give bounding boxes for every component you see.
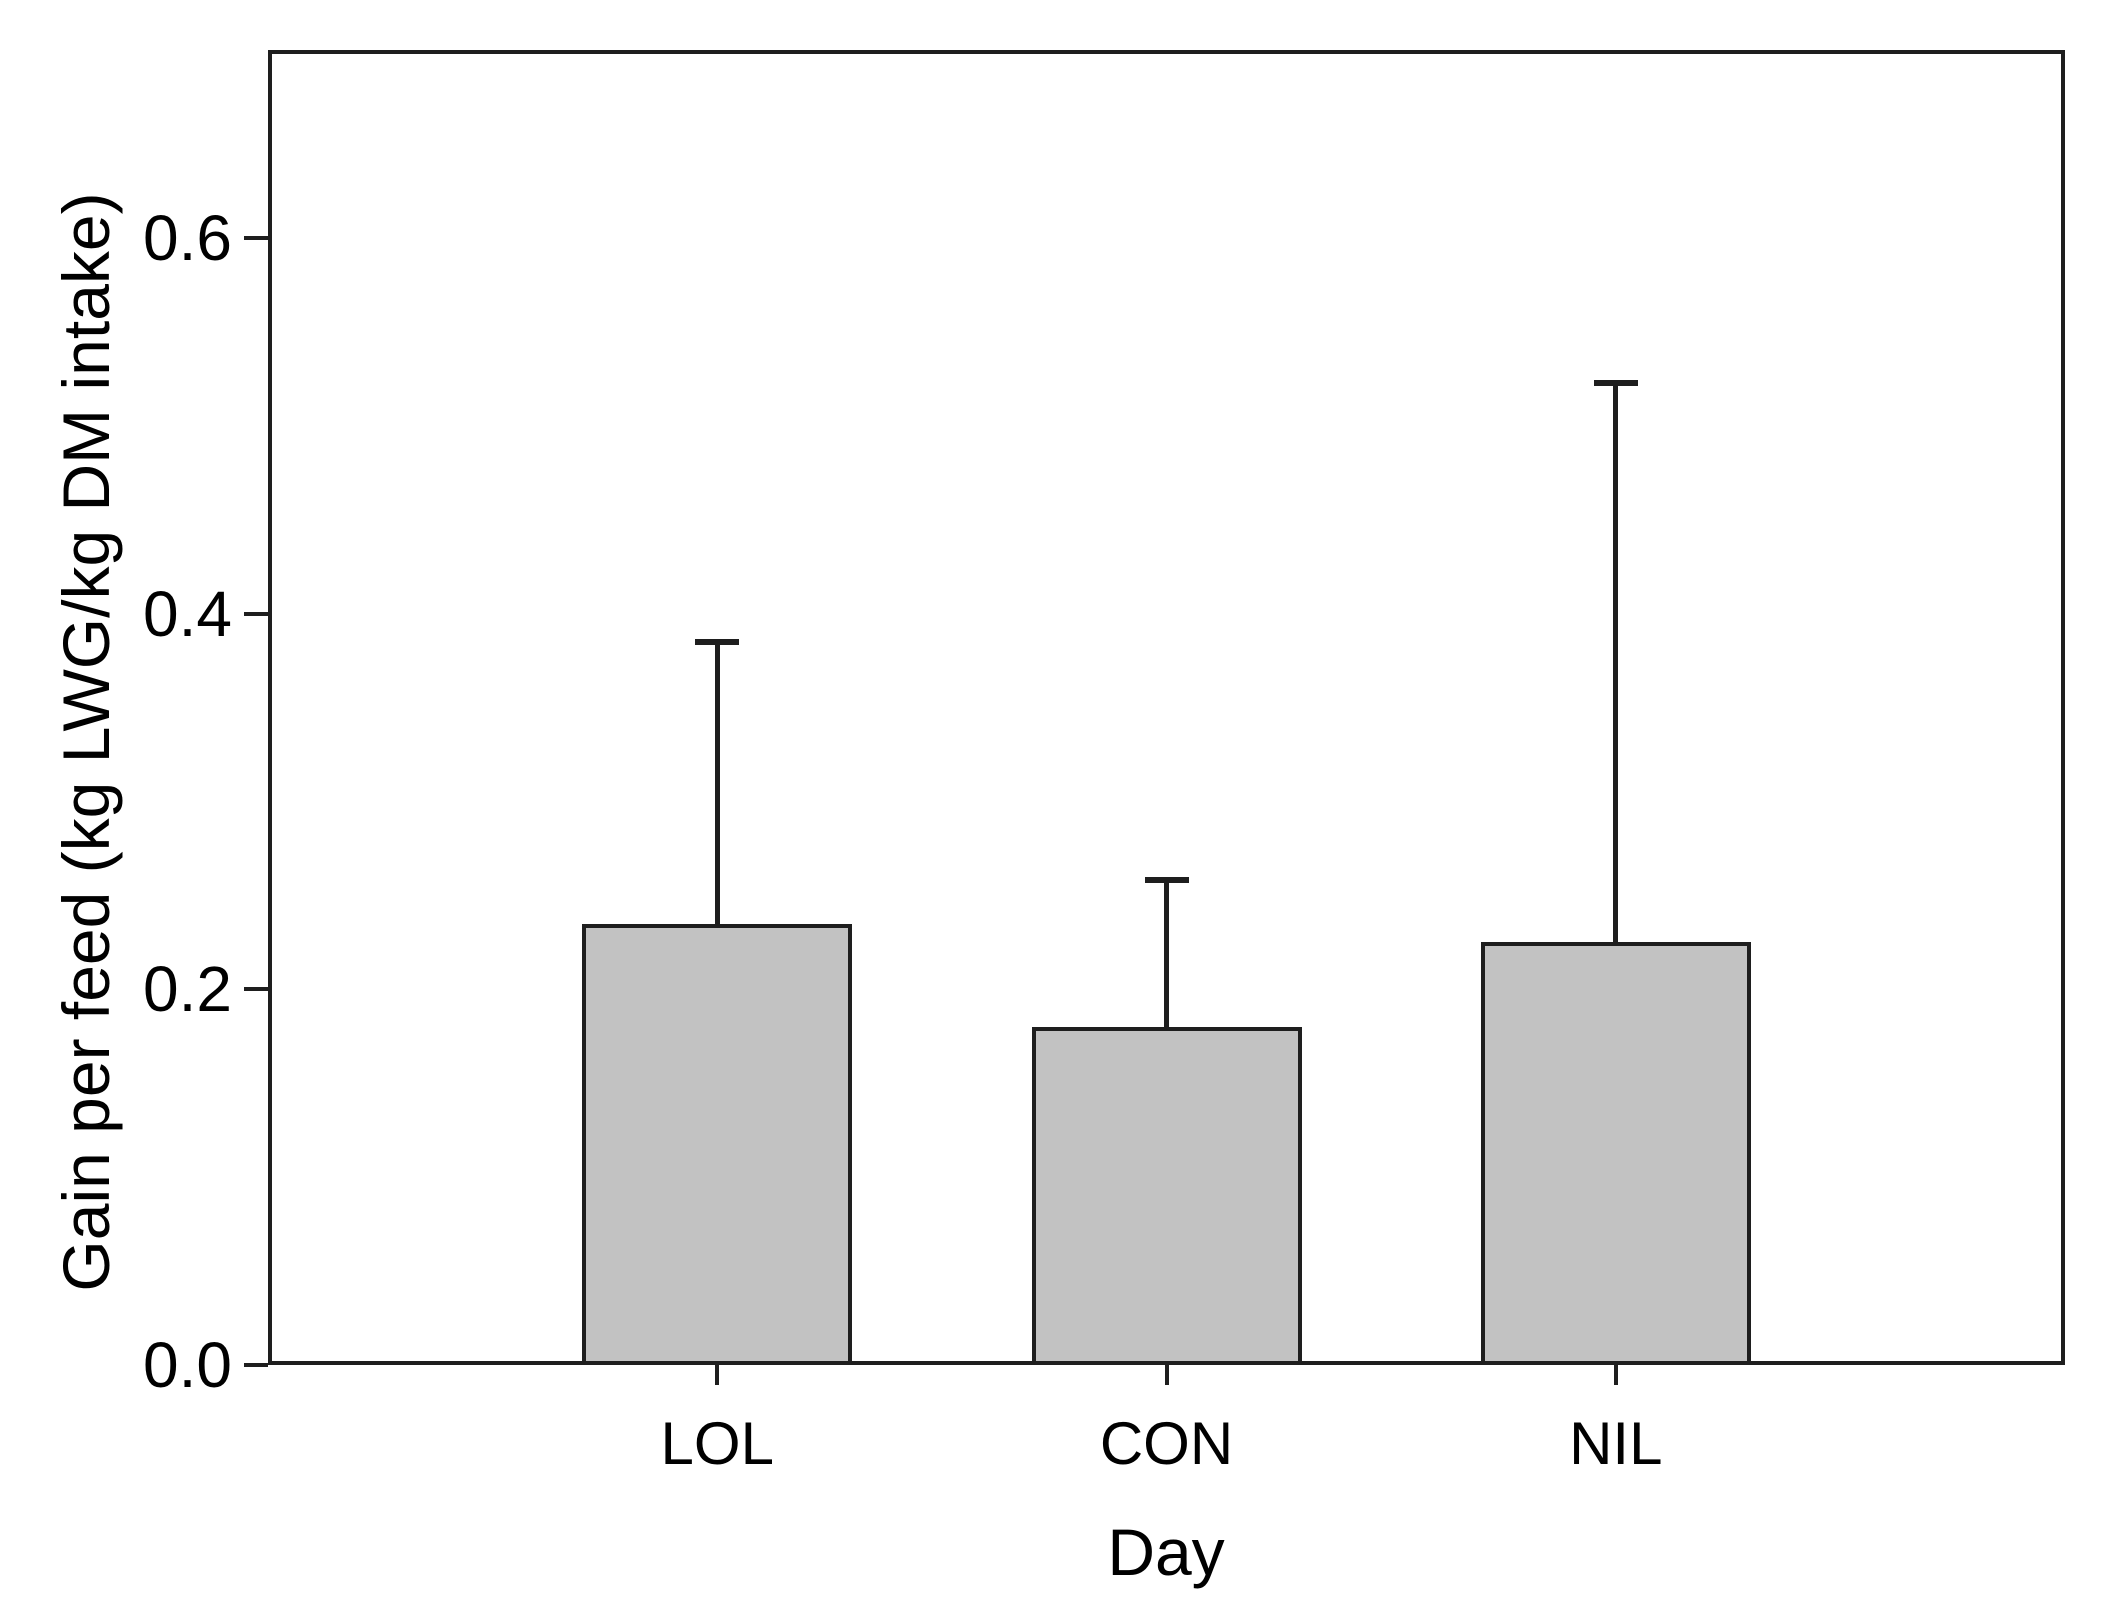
error-bar-whisker bbox=[1164, 880, 1169, 1027]
x-tick-mark bbox=[715, 1365, 720, 1385]
x-tick-mark bbox=[1164, 1365, 1169, 1385]
bar bbox=[582, 923, 853, 1365]
category-label: LOL bbox=[660, 1410, 774, 1477]
bar bbox=[1031, 1026, 1302, 1365]
error-bar-whisker bbox=[714, 641, 720, 924]
x-axis-title: Day bbox=[1107, 1515, 1225, 1589]
category-label: CON bbox=[1099, 1410, 1234, 1477]
error-bar-cap bbox=[1593, 379, 1638, 386]
category-label: NIL bbox=[1569, 1410, 1663, 1477]
bar bbox=[1480, 942, 1751, 1365]
x-tick-mark bbox=[1613, 1365, 1618, 1385]
y-tick-label: 0.4 bbox=[143, 577, 232, 650]
y-tick-label: 0.2 bbox=[143, 953, 232, 1026]
y-tick-label: 0.0 bbox=[143, 1329, 232, 1401]
error-bar-whisker bbox=[1613, 382, 1619, 943]
error-bar-cap bbox=[1144, 877, 1189, 884]
y-tick-mark bbox=[244, 1363, 268, 1367]
y-tick-mark bbox=[244, 611, 268, 616]
y-tick-label: 0.6 bbox=[143, 201, 232, 274]
error-bar-cap bbox=[695, 638, 740, 645]
y-tick-mark bbox=[244, 987, 268, 992]
y-tick-mark bbox=[244, 235, 268, 240]
